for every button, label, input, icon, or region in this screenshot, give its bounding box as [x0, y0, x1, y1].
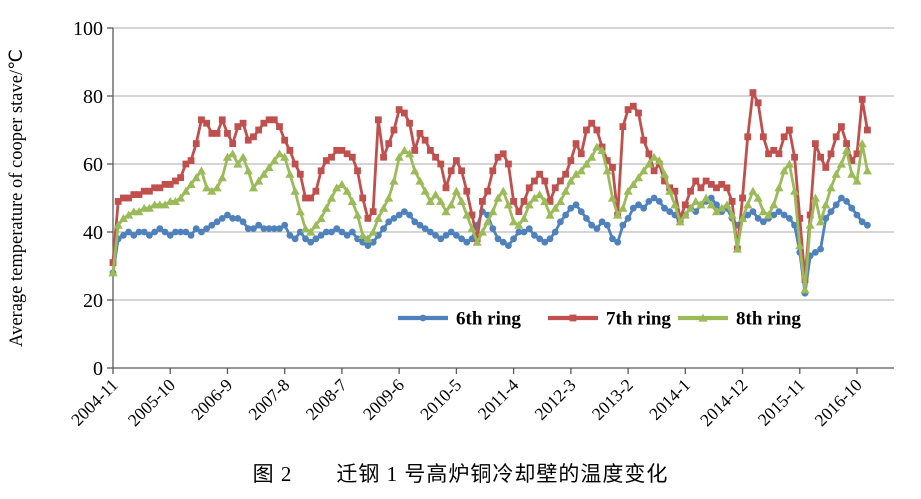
y-tick-label: 80: [83, 86, 103, 108]
legend-label: 6th ring: [456, 309, 521, 330]
gridlines: [113, 27, 894, 301]
x-tick-label: 2004-11: [67, 375, 122, 430]
x-tick-label: 2007-8: [244, 375, 293, 424]
x-tick-label: 2015-11: [754, 375, 809, 430]
x-tick-label: 2009-6: [359, 375, 408, 424]
y-tick-label: 100: [73, 18, 103, 40]
figure-caption: 图 2 迁钢 1 号高炉铜冷却壁的温度变化: [252, 462, 669, 486]
series-line: [111, 91, 869, 282]
x-tick-label: 2008-7: [302, 375, 351, 424]
x-tick-label: 2011-4: [474, 375, 523, 424]
legend-item-7th-ring: 7th ring: [548, 309, 671, 330]
legend-item-8th-ring: 8th ring: [678, 309, 801, 330]
y-tick-label: 0: [93, 358, 103, 380]
x-tick-label: 2005-10: [124, 375, 180, 431]
x-tick-label: 2014-1: [645, 375, 694, 424]
y-tick-label: 40: [83, 222, 103, 244]
y-tick-label: 20: [83, 290, 103, 312]
x-tick-label: 2012-3: [530, 375, 579, 424]
x-tick-label: 2010-5: [416, 375, 465, 424]
legend-label: 8th ring: [736, 309, 801, 330]
legend-label: 7th ring: [606, 309, 671, 330]
x-tick-label: 2013-2: [588, 375, 637, 424]
series-6th-ring: [109, 194, 871, 297]
chart-legend: 6th ring 7th ring 8th ring: [398, 309, 801, 330]
series-8th-ring: [108, 139, 873, 294]
legend-item-6th-ring: 6th ring: [398, 309, 521, 330]
y-tick-label: 60: [83, 154, 103, 176]
x-tick-label: 2006-9: [187, 375, 236, 424]
x-tick-label: 2014-12: [696, 375, 751, 430]
x-tick-label: 2016-10: [810, 375, 866, 431]
series-7th-ring: [109, 89, 871, 283]
data-series: [108, 89, 873, 297]
y-axis-title: Average temperature of cooper stave/℃: [7, 49, 27, 347]
